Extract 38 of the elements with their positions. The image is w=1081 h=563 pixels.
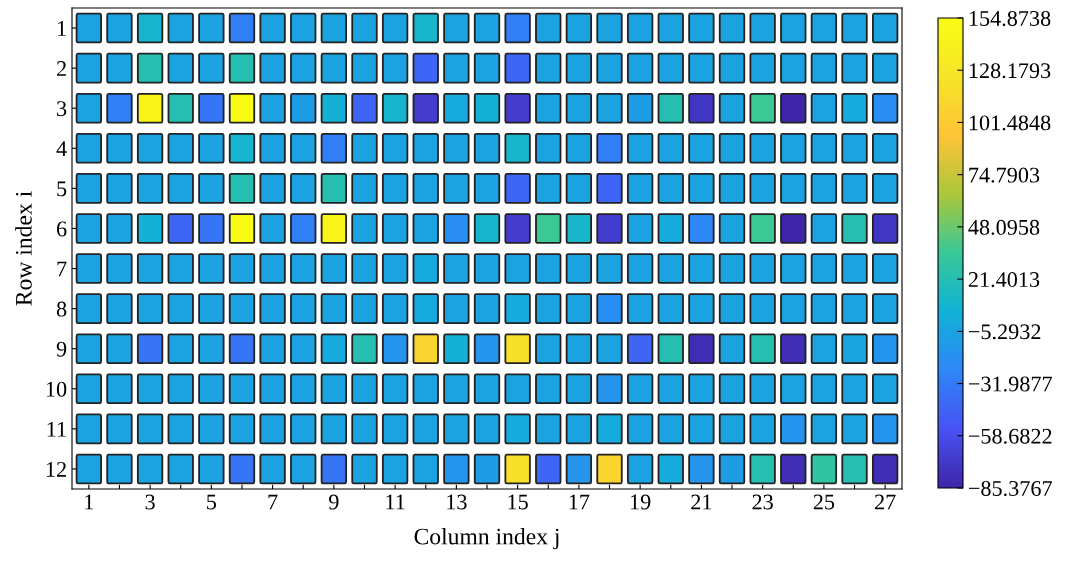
- y-tick-label: 5: [57, 181, 67, 197]
- color-bar-label: 101.4848: [969, 115, 1051, 131]
- x-tick-label: 21: [691, 494, 712, 510]
- y-tick-label: 7: [57, 261, 67, 277]
- color-bar-label: 21.4013: [968, 272, 1040, 288]
- y-tick-label: 6: [56, 221, 67, 237]
- x-tick-label: 9: [329, 494, 339, 510]
- y-tick-label: 3: [57, 101, 67, 117]
- color-bar-label: −31.9877: [968, 376, 1052, 392]
- x-axis-title: Column index j: [414, 527, 559, 550]
- y-tick-label: 1: [57, 21, 66, 36]
- y-axis-title: Row index i: [15, 191, 32, 306]
- x-tick-label: 19: [630, 494, 651, 510]
- x-tick-label: 11: [386, 494, 405, 510]
- y-tick-label: 11: [47, 421, 66, 437]
- x-tick-label: 25: [813, 494, 835, 510]
- x-tick-label: 7: [268, 494, 278, 510]
- x-tick-label: 3: [145, 494, 155, 510]
- color-bar-label: −5.2932: [968, 324, 1041, 340]
- color-bar-label: 128.1793: [969, 63, 1051, 79]
- y-tick-label: 9: [56, 341, 67, 357]
- y-tick-label: 10: [46, 381, 67, 397]
- color-bar-label: −58.6822: [968, 428, 1052, 444]
- y-tick-label: 8: [56, 301, 67, 317]
- color-bar-label: −85.3767: [968, 480, 1052, 497]
- x-tick-label: 15: [508, 494, 528, 510]
- x-tick-label: 23: [752, 494, 773, 510]
- x-tick-label: 5: [207, 494, 217, 510]
- color-bar-label: 48.0958: [968, 219, 1040, 235]
- y-tick-label: 12: [46, 461, 66, 477]
- x-tick-label: 27: [875, 494, 896, 510]
- color-bar-label: 74.7903: [969, 167, 1040, 183]
- x-tick-label: 1: [85, 494, 94, 510]
- x-tick-label: 13: [447, 494, 467, 510]
- x-tick-label: 17: [569, 494, 590, 510]
- y-tick-label: 4: [56, 141, 67, 156]
- y-tick-label: 2: [57, 61, 66, 76]
- color-bar-label: 154.8738: [969, 10, 1051, 27]
